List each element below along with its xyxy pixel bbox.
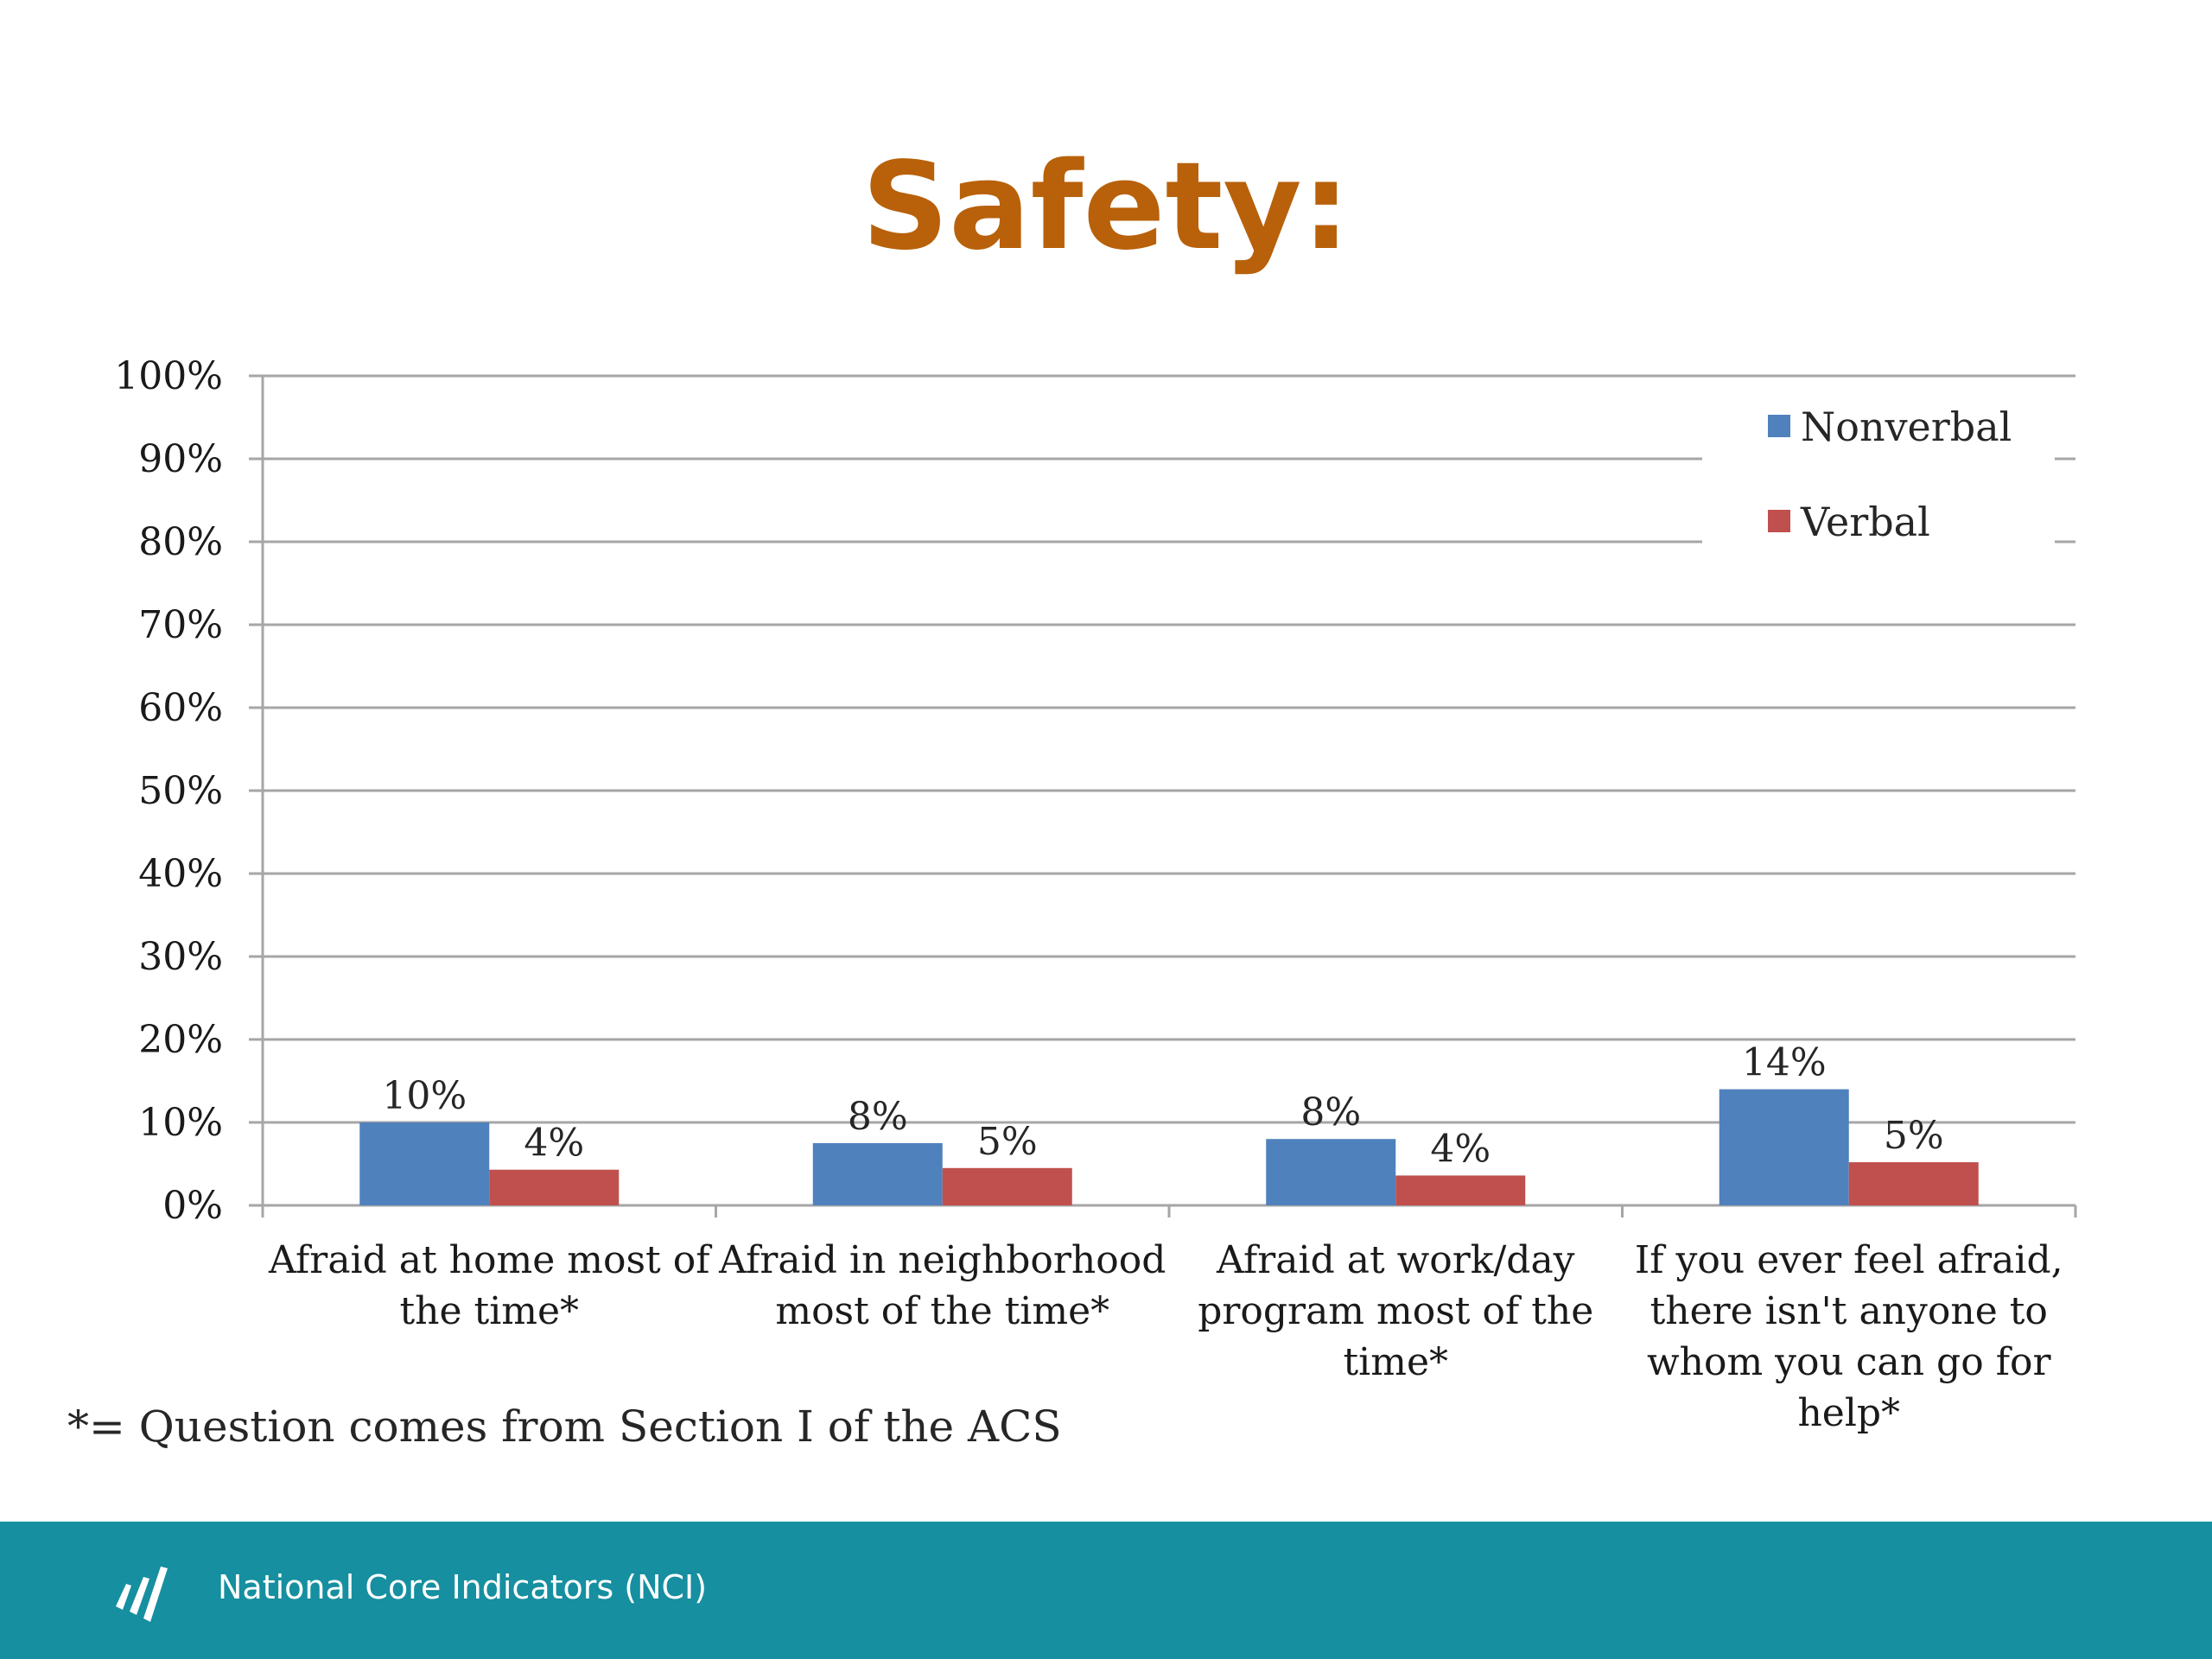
legend-swatch-nonverbal <box>1768 415 1790 437</box>
bar-nonverbal <box>1719 1089 1849 1205</box>
bar-verbal <box>1395 1175 1526 1205</box>
data-label: 8% <box>848 1095 908 1139</box>
bars <box>359 1089 1979 1205</box>
y-tick-label: 30% <box>138 935 223 979</box>
data-label: 14% <box>1742 1041 1827 1085</box>
bar-verbal <box>489 1169 620 1205</box>
footer-text: National Core Indicators (NCI) <box>218 1568 708 1606</box>
y-tick-label: 100% <box>114 354 223 398</box>
data-label: 4% <box>1430 1127 1491 1171</box>
data-label: 5% <box>977 1120 1038 1164</box>
bar-verbal <box>1848 1162 1979 1205</box>
data-label: 8% <box>1300 1090 1361 1135</box>
y-tick-label: 40% <box>138 852 223 896</box>
category-label: Afraid in neighborhood most of the time* <box>718 1238 1166 1333</box>
y-tick-label: 70% <box>138 603 223 647</box>
y-tick-label: 50% <box>138 769 223 813</box>
bar-verbal <box>942 1167 1072 1205</box>
category-label: Afraid at work/day program most of the tim… <box>1198 1238 1593 1384</box>
legend-swatch-verbal <box>1768 510 1790 532</box>
y-tick-label: 60% <box>138 686 223 730</box>
footer-band: National Core Indicators (NCI) <box>0 1522 2212 1659</box>
legend: Nonverbal Verbal <box>1768 404 2012 545</box>
data-label: 10% <box>382 1074 467 1118</box>
labels: 10% 4% Afraid at home most of the time* 8% 5%… <box>268 1041 2063 1435</box>
bar-nonverbal <box>812 1143 943 1205</box>
y-tick-label: 80% <box>138 520 223 564</box>
y-tick-label: 20% <box>138 1018 223 1062</box>
bar-chart: 0% 10% 20% 30% 40% 50% 60% 70% 80% 90% 100% 10% 4% A… <box>114 354 2077 1435</box>
data-label: 4% <box>524 1122 584 1166</box>
footnote: *= Question comes from Section I of the … <box>67 1402 1062 1452</box>
data-label: 5% <box>1884 1114 1944 1158</box>
category-label: Afraid at home most of the time* <box>268 1238 712 1333</box>
slide-title: Safety: <box>861 137 1351 277</box>
legend-label-nonverbal: Nonverbal <box>1801 404 2012 450</box>
y-tick-label: 90% <box>138 437 223 481</box>
nci-logo-icon <box>116 1567 168 1622</box>
y-tick-label: 10% <box>138 1101 223 1145</box>
bar-nonverbal <box>1266 1139 1396 1205</box>
gridlines <box>263 374 2075 1124</box>
legend-label-verbal: Verbal <box>1800 499 1930 545</box>
y-tick-label: 0% <box>162 1184 223 1228</box>
category-label: If you ever feel afraid, there isn't anyo… <box>1635 1238 2063 1435</box>
bar-nonverbal <box>359 1122 490 1205</box>
